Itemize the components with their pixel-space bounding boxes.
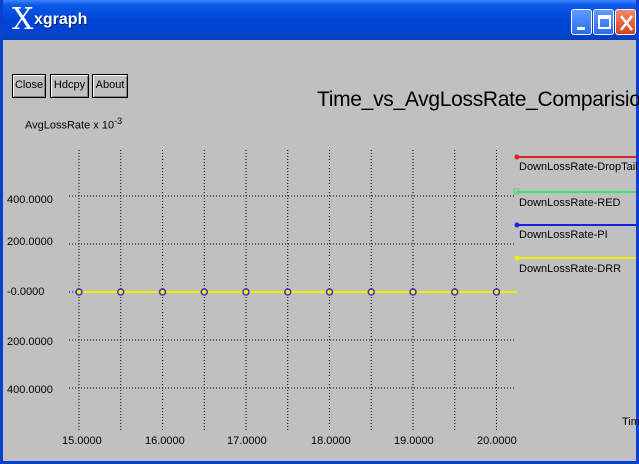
y-tick-label: 200.0000 [7, 336, 53, 348]
data-point [367, 288, 375, 296]
close-button[interactable]: Close [12, 74, 46, 98]
y-tick-label: 200.0000 [7, 236, 53, 248]
x-tick-label: 16.0000 [145, 435, 185, 447]
legend [513, 154, 636, 261]
hdcpy-button[interactable]: Hdcpy [50, 74, 89, 98]
data-point [492, 288, 501, 296]
legend-label-droptail: DownLossRate-DropTail [519, 161, 638, 173]
x-tick-label: 18.0000 [311, 435, 351, 447]
x-axis-label: Time [622, 416, 639, 428]
title-bar[interactable]: X xgraph [3, 0, 636, 40]
close-window-button[interactable] [615, 9, 636, 35]
chart-title: Time_vs_AvgLossRate_Comparision [317, 88, 639, 111]
legend-label-drr: DownLossRate-DRR [519, 263, 622, 275]
legend-marker [514, 222, 520, 228]
legend-marker [514, 255, 520, 261]
maximize-button[interactable] [593, 9, 614, 35]
y-tick-label: 400.0000 [7, 194, 53, 206]
legend-label-pi: DownLossRate-PI [519, 229, 608, 241]
y-tick-label: 400.0000 [7, 384, 53, 396]
data-point [325, 288, 334, 296]
data-point [75, 288, 83, 296]
plot-area [69, 150, 636, 432]
minimize-icon [577, 27, 585, 30]
x-tick-label: 19.0000 [394, 435, 434, 447]
y-tick-label: -0.0000 [7, 286, 45, 298]
x-tick-label: 15.0000 [62, 435, 102, 447]
data-point [451, 288, 459, 296]
data-point [284, 288, 292, 296]
data-point [409, 288, 417, 296]
data-point [242, 288, 250, 296]
x-tick-label: 17.0000 [227, 435, 267, 447]
data-point [158, 288, 167, 296]
legend-label-red: DownLossRate-RED [519, 197, 621, 209]
data-point [200, 288, 208, 296]
legend-marker [514, 154, 520, 160]
about-button[interactable]: About [92, 74, 128, 98]
data-markers [75, 288, 501, 296]
maximize-icon [598, 15, 611, 29]
legend-marker [513, 188, 520, 195]
minimize-button[interactable] [571, 9, 592, 35]
y-axis-label: AvgLossRate x 10-3 [25, 116, 123, 132]
x-tick-label: 20.0000 [477, 435, 517, 447]
x-logo-icon: X [12, 2, 34, 37]
window-title: xgraph [34, 11, 88, 28]
close-icon [620, 15, 633, 31]
data-point [117, 288, 125, 296]
